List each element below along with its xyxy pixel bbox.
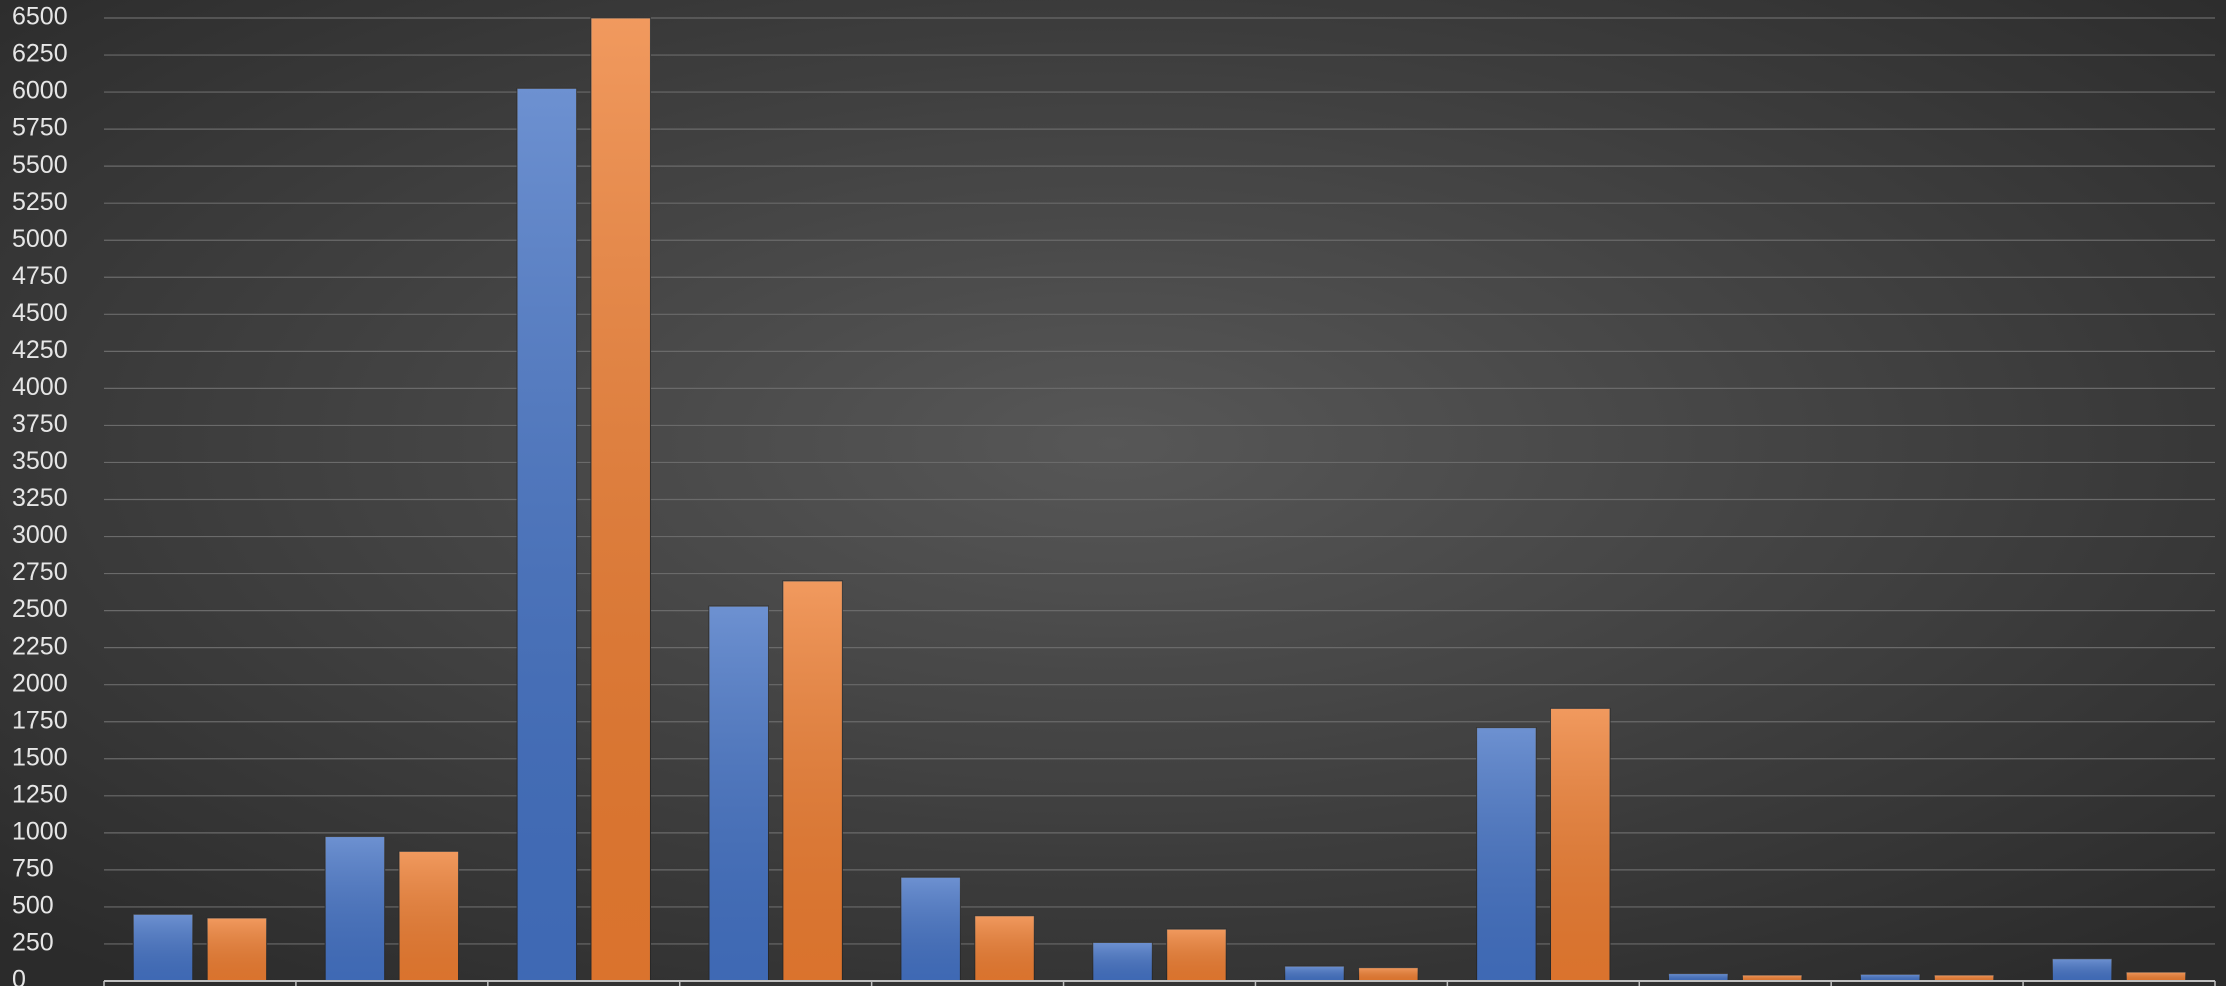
y-tick-label: 2500 [12, 595, 68, 623]
bar [1284, 965, 1345, 982]
bar [516, 87, 578, 982]
y-tick-label: 3500 [12, 447, 68, 475]
bar [590, 17, 651, 982]
bar [132, 913, 194, 982]
bar [974, 915, 1035, 982]
y-tick-label: 5000 [12, 225, 68, 253]
y-tick-label: 500 [12, 892, 54, 920]
y-tick-label: 250 [12, 929, 54, 957]
y-tick-label: 5750 [12, 114, 68, 142]
bar [324, 836, 386, 982]
y-tick-label: 2250 [12, 632, 68, 660]
y-tick-label: 4750 [12, 262, 68, 290]
y-tick-label: 2750 [12, 558, 68, 586]
bar [1550, 707, 1611, 982]
y-tick-label: 6500 [12, 3, 68, 31]
bar [1092, 941, 1153, 982]
bar [206, 917, 268, 982]
bar [782, 580, 843, 982]
y-tick-label: 4000 [12, 373, 68, 401]
y-tick-label: 1000 [12, 817, 68, 845]
y-tick-label: 1750 [12, 706, 68, 734]
y-tick-label: 5250 [12, 188, 68, 216]
bar [1476, 727, 1537, 982]
y-tick-label: 5500 [12, 151, 68, 179]
bar [2051, 958, 2113, 982]
y-tick-label: 2000 [12, 669, 68, 697]
y-tick-label: 6000 [12, 77, 68, 105]
y-tick-label: 750 [12, 854, 54, 882]
y-tick-label: 1500 [12, 743, 68, 771]
bar [398, 850, 460, 982]
y-tick-label: 3250 [12, 484, 68, 512]
y-tick-label: 4250 [12, 336, 68, 364]
y-tick-label: 6250 [12, 40, 68, 68]
bar [2125, 971, 2187, 982]
bar [1358, 967, 1419, 982]
bar [1668, 973, 1729, 982]
y-tick-label: 0 [12, 966, 26, 986]
bar [708, 605, 769, 982]
bar [900, 876, 961, 982]
y-tick-label: 3000 [12, 521, 68, 549]
y-tick-label: 3750 [12, 410, 68, 438]
bar [1859, 973, 1921, 982]
y-tick-label: 1250 [12, 780, 68, 808]
y-tick-label: 4500 [12, 299, 68, 327]
bar [1166, 928, 1227, 982]
